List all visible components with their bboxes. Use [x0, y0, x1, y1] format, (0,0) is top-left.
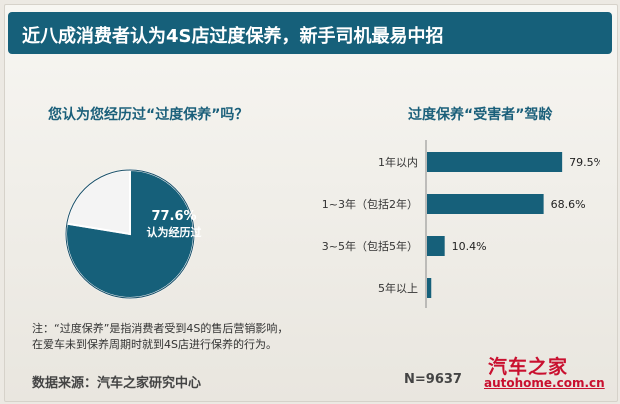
bar-category-label: 5年以上 — [378, 281, 418, 295]
bar-category-label: 1年以内 — [378, 155, 418, 169]
pie-slice — [65, 168, 131, 236]
bar-chart-title: 过度保养“受害者”驾龄 — [408, 107, 553, 123]
logo-text: 汽车之家 — [488, 356, 569, 378]
page-title: 近八成消费者认为4S店过度保养，新手司机最易中招 — [22, 26, 444, 47]
bar — [427, 194, 544, 214]
bar — [427, 278, 432, 298]
autohome-logo: 汽车之家 autohome.com.cn — [470, 352, 610, 398]
bar-value-label: 10.4% — [452, 240, 487, 253]
footnote-line-1: 注：“过度保养”是指消费者受到4S的售后营销影响， — [32, 322, 289, 335]
pie-slice-label: 认为经历过 — [147, 225, 202, 239]
bar-value-label: 68.6% — [551, 198, 586, 211]
header-banner: 近八成消费者认为4S店过度保养，新手司机最易中招 — [8, 12, 612, 54]
pie-chart-title: 您认为您经历过“过度保养”吗？ — [48, 107, 249, 123]
bar — [427, 152, 563, 172]
pie-value-label: 77.6% — [151, 209, 196, 224]
bar — [427, 236, 445, 256]
logo-url: autohome.com.cn — [484, 376, 605, 390]
bar-category-label: 1~3年（包括2年） — [322, 197, 418, 211]
bar-chart: 1年以内 79.5% 1~3年（包括2年） 68.6% 3~5年（包括5年） 10.4% 5… — [322, 140, 600, 308]
pie-chart: 77.6%认为经历过 — [65, 168, 202, 299]
bar-value-label: 79.5% — [569, 156, 600, 169]
pie-outline — [65, 169, 195, 299]
sample-size: N=9637 — [404, 372, 462, 387]
bar-category-label: 3~5年（包括5年） — [322, 239, 418, 253]
footnote-line-2: 在爱车未到保养周期时就到4S店进行保养的行为。 — [32, 338, 277, 351]
data-source: 数据来源：汽车之家研究中心 — [32, 376, 202, 391]
